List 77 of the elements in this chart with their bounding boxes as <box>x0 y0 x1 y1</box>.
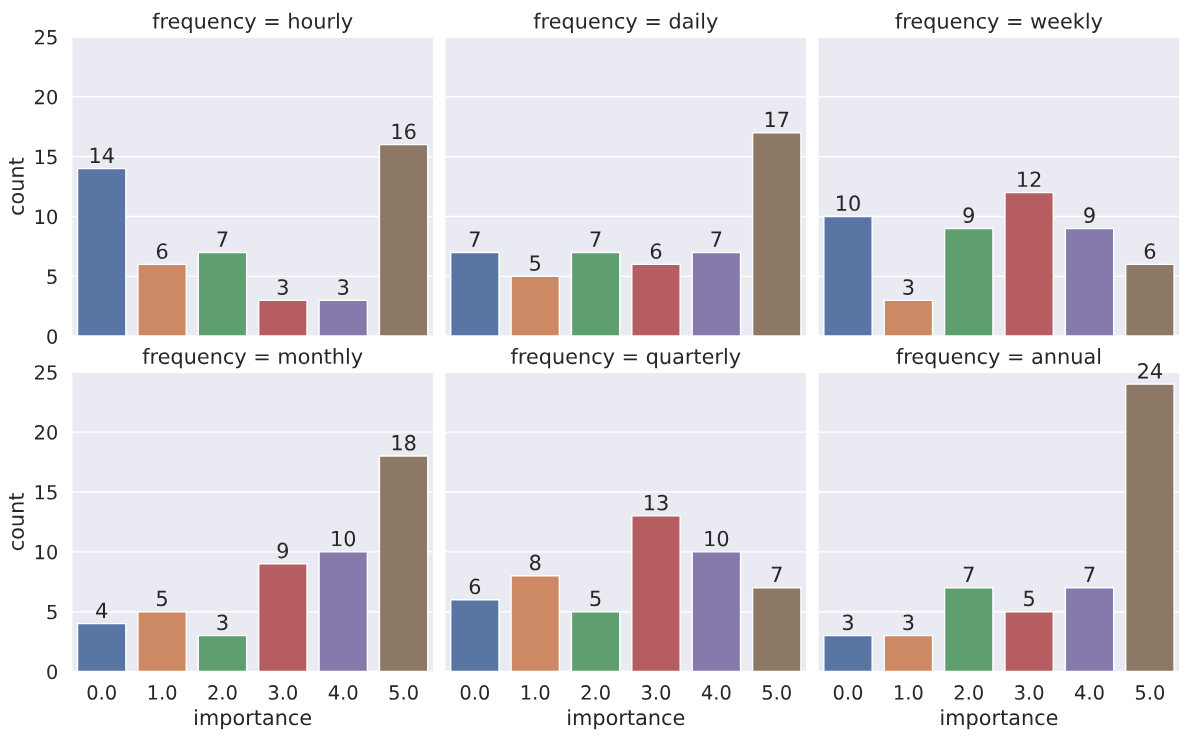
data-label: 10 <box>332 530 356 547</box>
x-tick-label: 2.0 <box>581 685 610 700</box>
y-axis-title: count <box>9 157 24 215</box>
data-label: 5 <box>530 255 541 271</box>
data-label: 17 <box>765 111 789 127</box>
data-label: 7 <box>711 231 722 247</box>
data-label: 7 <box>217 231 228 247</box>
x-tick-label: 0.0 <box>833 685 863 700</box>
x-axis-title: importance <box>195 709 312 730</box>
x-tick-label: 3.0 <box>642 685 671 700</box>
x-tick-label: 5.0 <box>762 685 791 700</box>
data-label: 10 <box>705 530 729 547</box>
data-label: 3 <box>338 279 349 295</box>
data-label: 5 <box>157 590 167 607</box>
x-tick-label: 1.0 <box>521 685 550 700</box>
x-tick-label: 4.0 <box>701 685 731 700</box>
data-label: 7 <box>1084 566 1095 583</box>
x-tick-label: 0.0 <box>460 685 490 700</box>
y-tick-label: 25 <box>35 365 57 380</box>
y-axis-title: count <box>9 493 24 551</box>
chart-title: frequency = hourly <box>152 12 353 33</box>
data-label: 8 <box>530 554 541 571</box>
data-label: 3 <box>842 614 853 631</box>
x-tick-label: 1.0 <box>148 685 177 700</box>
data-label: 6 <box>650 243 662 259</box>
y-tick-label: 20 <box>35 89 58 105</box>
x-tick-label: 3.0 <box>1015 685 1044 700</box>
data-label: 3 <box>903 279 914 295</box>
data-label: 5 <box>590 590 601 607</box>
data-label: 13 <box>645 494 668 511</box>
x-axis-title: importance <box>568 709 685 730</box>
data-label: 4 <box>96 602 108 618</box>
data-label: 7 <box>590 231 601 247</box>
x-tick-label: 4.0 <box>328 685 358 700</box>
x-tick-label: 2.0 <box>208 685 237 700</box>
chart-title: frequency = monthly <box>142 348 363 369</box>
x-tick-label: 4.0 <box>1075 685 1104 700</box>
x-tick-label: 5.0 <box>389 685 418 700</box>
data-label: 7 <box>469 231 480 247</box>
chart-title: frequency = weekly <box>895 12 1103 33</box>
data-label: 6 <box>156 243 168 259</box>
y-tick-label: 0 <box>47 664 58 680</box>
y-tick-label: 15 <box>35 149 57 165</box>
x-tick-label: 0.0 <box>87 685 116 700</box>
y-tick-label: 20 <box>35 425 58 440</box>
chart-title: frequency = annual <box>896 348 1101 369</box>
data-label: 7 <box>963 566 974 583</box>
data-label: 7 <box>771 566 782 583</box>
data-label: 10 <box>837 195 860 212</box>
data-label: 9 <box>963 207 974 224</box>
data-label: 14 <box>90 147 114 163</box>
chart-title: frequency = quarterly <box>510 348 741 369</box>
data-label: 6 <box>469 578 481 595</box>
data-label: 12 <box>1018 171 1041 187</box>
data-label: 3 <box>903 614 914 631</box>
x-tick-label: 2.0 <box>954 685 983 700</box>
y-tick-label: 15 <box>35 485 57 500</box>
x-axis-title: importance <box>941 709 1058 730</box>
x-tick-label: 5.0 <box>1135 685 1165 700</box>
y-tick-label: 10 <box>35 209 58 225</box>
x-tick-label: 1.0 <box>895 685 923 700</box>
x-tick-label: 3.0 <box>268 685 298 700</box>
y-tick-label: 25 <box>35 29 57 45</box>
data-label: 5 <box>1024 590 1034 607</box>
data-label: 18 <box>392 434 416 451</box>
data-label: 24 <box>1138 362 1162 379</box>
data-label: 6 <box>1144 243 1156 259</box>
data-label: 3 <box>217 614 228 631</box>
data-label: 9 <box>1084 207 1095 224</box>
data-label: 9 <box>277 542 289 559</box>
chart-title: frequency = daily <box>533 12 718 33</box>
data-label: 16 <box>392 123 416 140</box>
y-tick-label: 5 <box>47 604 57 620</box>
y-tick-label: 0 <box>47 329 58 344</box>
data-label: 3 <box>277 279 288 295</box>
y-tick-label: 5 <box>47 269 57 285</box>
y-tick-label: 10 <box>35 544 58 560</box>
